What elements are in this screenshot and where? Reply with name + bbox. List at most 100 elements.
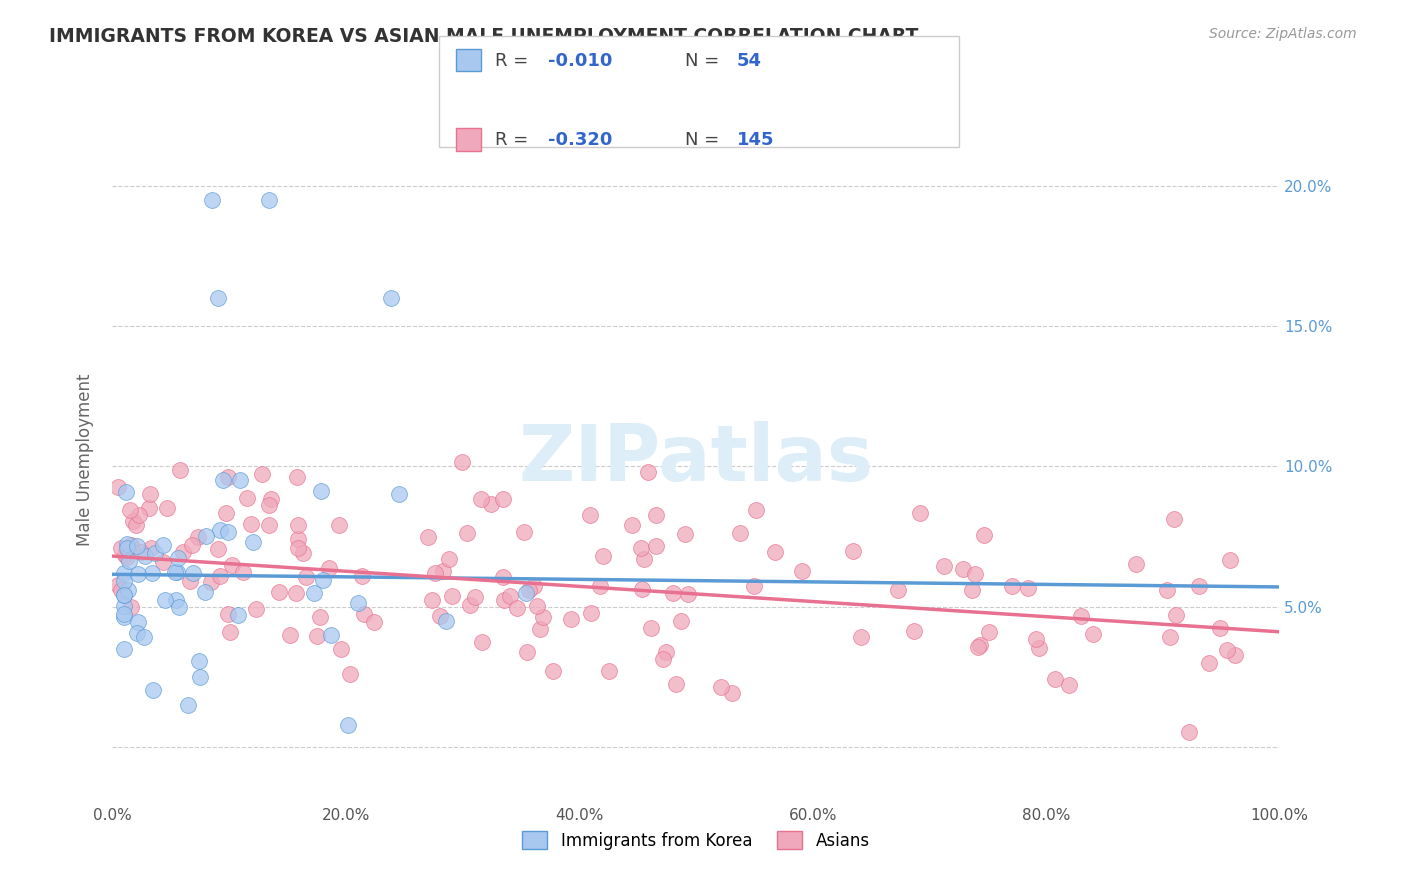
Point [977, 624, 1000, 639]
Point [172, 544, 194, 558]
Point [710, 680, 733, 694]
Point [120, 538, 142, 552]
Point [523, 579, 546, 593]
Point [630, 541, 652, 555]
Point [492, 593, 515, 607]
Point [423, 566, 446, 580]
Point [1159, 630, 1181, 644]
Point [112, 607, 135, 621]
Point [932, 559, 955, 574]
Point [640, 621, 662, 635]
Point [278, 627, 301, 641]
Point [451, 455, 474, 469]
Point [492, 570, 515, 584]
Point [678, 587, 700, 601]
Point [245, 601, 267, 615]
Point [115, 541, 138, 555]
Point [169, 463, 191, 477]
Point [110, 541, 132, 555]
Point [531, 610, 554, 624]
Point [645, 508, 668, 522]
Point [167, 600, 190, 615]
Point [285, 470, 308, 484]
Text: -0.010: -0.010 [548, 52, 613, 70]
Point [441, 589, 464, 603]
Point [1043, 673, 1066, 687]
Point [143, 546, 166, 560]
Text: -0.320: -0.320 [548, 131, 613, 149]
Text: N =: N = [685, 52, 724, 70]
Point [728, 526, 751, 541]
Point [1208, 622, 1230, 636]
Point [307, 629, 329, 643]
Text: N =: N = [685, 131, 724, 149]
Point [156, 501, 179, 516]
Point [257, 498, 280, 512]
Point [464, 590, 486, 604]
Point [598, 665, 620, 679]
Point [260, 491, 283, 506]
Point [239, 516, 262, 531]
Point [973, 528, 995, 542]
Point [673, 527, 696, 541]
Point [117, 582, 139, 597]
Point [842, 544, 865, 558]
Point [529, 622, 551, 636]
Point [388, 487, 411, 501]
Point [328, 518, 350, 533]
Point [125, 539, 148, 553]
Point [152, 555, 174, 569]
Point [142, 683, 165, 698]
Point [662, 586, 685, 600]
Point [200, 575, 222, 590]
Point [287, 541, 309, 556]
Point [139, 487, 162, 501]
Point [363, 615, 385, 630]
Point [329, 641, 352, 656]
Point [620, 517, 643, 532]
Point [903, 624, 925, 639]
Point [437, 552, 460, 566]
Point [236, 491, 259, 506]
Point [517, 583, 540, 598]
Text: R =: R = [495, 52, 534, 70]
Point [969, 638, 991, 652]
Point [337, 718, 360, 732]
Point [179, 574, 201, 588]
Point [207, 542, 229, 557]
Point [416, 530, 439, 544]
Point [633, 552, 655, 566]
Point [209, 523, 232, 537]
Point [1223, 648, 1246, 663]
Point [429, 609, 451, 624]
Point [167, 551, 190, 566]
Point [851, 630, 873, 644]
Point [1017, 581, 1039, 595]
Point [181, 566, 204, 581]
Point [479, 497, 502, 511]
Point [637, 465, 659, 479]
Point [318, 561, 340, 575]
Point [560, 612, 582, 626]
Point [112, 642, 135, 657]
Point [432, 564, 454, 578]
Point [1001, 579, 1024, 593]
Point [165, 565, 187, 579]
Point [141, 541, 163, 556]
Point [112, 574, 135, 588]
Point [1083, 627, 1105, 641]
Point [194, 529, 217, 543]
Point [217, 525, 239, 540]
Point [112, 588, 135, 602]
Point [353, 607, 375, 621]
Point [763, 545, 786, 559]
Point [1219, 553, 1241, 567]
Point [112, 566, 135, 581]
Point [177, 698, 200, 712]
Point [1028, 640, 1050, 655]
Point [655, 645, 678, 659]
Point [631, 582, 654, 596]
Point [792, 564, 814, 578]
Point [669, 615, 692, 629]
Point [346, 596, 368, 610]
